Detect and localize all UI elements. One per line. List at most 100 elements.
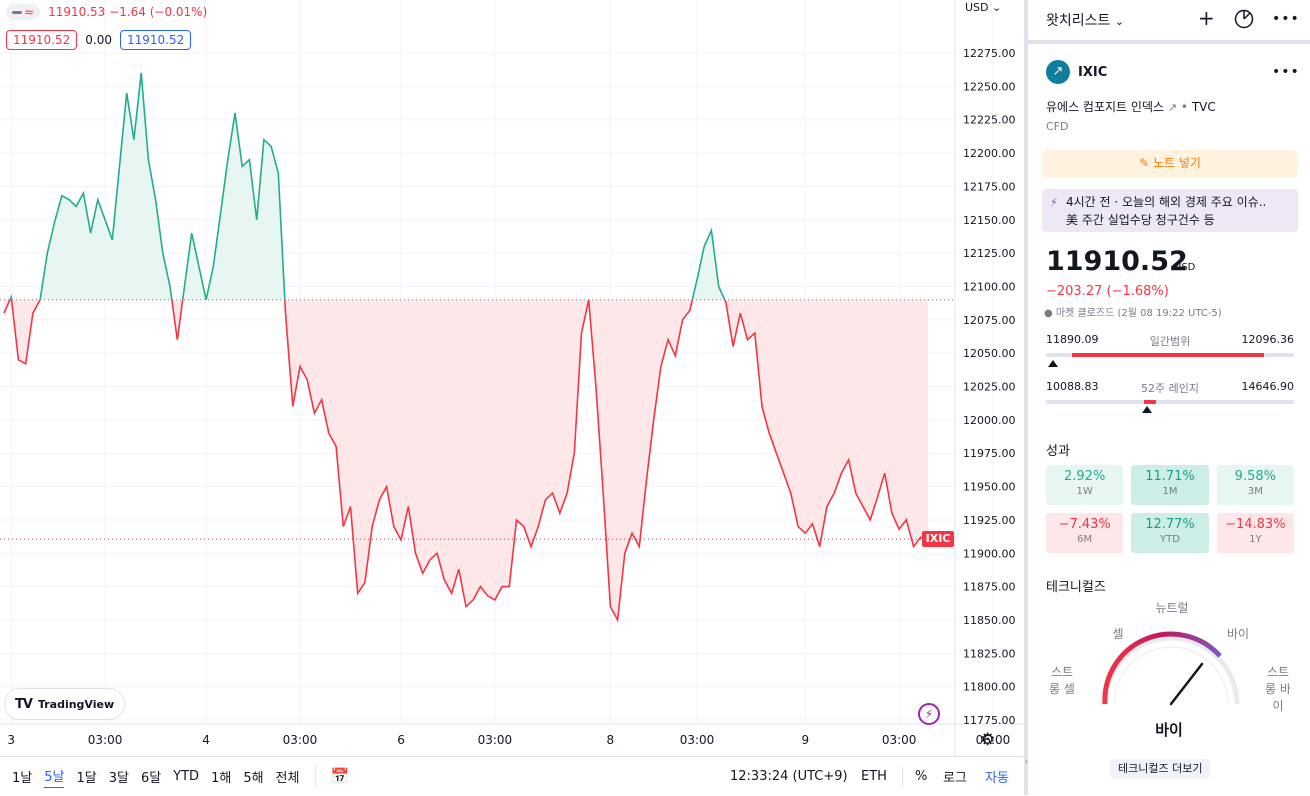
technicals-more-button[interactable]: 테크니컬즈 더보기 xyxy=(1110,759,1211,779)
performance-cell: 9.58% 3M xyxy=(1216,465,1294,505)
add-note-button[interactable]: ✎ 노트 넣기 xyxy=(1042,150,1298,177)
chevron-down-icon: ⌄ xyxy=(1114,15,1125,28)
performance-period: 6M xyxy=(1077,534,1093,545)
series-legend: ≈ 11910.53 −1.64 (−0.01%) xyxy=(6,4,207,20)
wave-icon: ≈ xyxy=(24,5,35,19)
log-toggle[interactable]: 로그 xyxy=(943,771,967,786)
x-tick-label: 8 xyxy=(607,733,615,747)
watchlist-title-text: 왓치리스트 xyxy=(1046,13,1111,29)
market-status: ● 마켓 클로즈드 (2월 08 19:22 UTC-5) xyxy=(1044,308,1222,319)
tradingview-brand: TradingView xyxy=(37,697,115,711)
y-tick-label: 12225.00 xyxy=(963,114,1016,127)
auto-scale-toggle[interactable]: 자동 xyxy=(985,771,1009,786)
price-currency: USD xyxy=(1174,262,1196,273)
week52-range-labels: 10088.83 52주 레인지 14646.90 xyxy=(1046,380,1295,395)
range-1y[interactable]: 1해 xyxy=(211,770,232,786)
chevron-down-icon: ⌄ xyxy=(988,1,1002,14)
range-1d[interactable]: 1날 xyxy=(12,770,33,786)
gauge-label-neutral: 뉴트럴 xyxy=(1155,601,1188,615)
performance-grid: 2.92% 1W 11.71% 1M 9.58% 3M −7.43% 6M 12.77% YTD −… xyxy=(1046,465,1294,553)
y-tick-label: 11775.00 xyxy=(963,714,1016,727)
legend-toggle[interactable]: ≈ xyxy=(6,4,41,20)
y-tick-label: 12050.00 xyxy=(963,347,1016,360)
performance-cell: 12.77% YTD xyxy=(1131,513,1209,553)
week52-high: 14646.90 xyxy=(1241,380,1295,393)
watchlist-title[interactable]: 왓치리스트 ⌄ xyxy=(1046,10,1124,30)
y-tick-label: 11850.00 xyxy=(963,614,1016,627)
x-tick-label: 03:00 xyxy=(283,733,318,747)
last-price-label: IXIC xyxy=(922,531,954,548)
news-headline[interactable]: ⚡ 4시간 전 · 오늘의 해외 경제 주요 이슈.. 美 주간 실업수당 청구… xyxy=(1042,189,1298,232)
range-5d[interactable]: 5날 xyxy=(44,764,65,788)
add-note-label: 노트 넣기 xyxy=(1152,156,1201,170)
x-tick-label: 06:00 xyxy=(976,733,1011,747)
y-tick-label: 12000.00 xyxy=(963,414,1016,427)
range-ytd[interactable]: YTD xyxy=(173,768,200,784)
performance-period: 1W xyxy=(1076,486,1093,497)
x-tick-label: 3 xyxy=(7,733,15,747)
y-tick-label: 11925.00 xyxy=(963,514,1016,527)
plus-icon[interactable]: + xyxy=(1198,6,1215,30)
performance-value: 9.58% xyxy=(1234,469,1276,484)
external-link-icon[interactable]: ↗ xyxy=(1167,101,1178,114)
gauge-fill xyxy=(1102,631,1222,705)
pane-divider[interactable] xyxy=(1024,0,1028,795)
week52-range-fill xyxy=(1144,400,1156,404)
y-tick-label: 11825.00 xyxy=(963,647,1016,660)
range-5y[interactable]: 5해 xyxy=(243,770,264,786)
y-tick-label: 12075.00 xyxy=(963,314,1016,327)
performance-period: 1M xyxy=(1162,486,1178,497)
range-3m[interactable]: 3달 xyxy=(108,770,129,786)
range-all[interactable]: 전체 xyxy=(275,770,300,786)
lightning-icon[interactable]: ⚡ xyxy=(918,703,940,725)
news-line-1: 4시간 전 · 오늘의 해외 경제 주요 이슈.. xyxy=(1066,195,1267,209)
technicals-gauge: 뉴트럴 셀 바이 스트 롱 셀 스트 롱 바 이 xyxy=(1049,601,1291,713)
performance-cell: −7.43% 6M xyxy=(1046,513,1124,553)
session-toggle[interactable]: ETH xyxy=(861,769,887,784)
symbol-description: 유에스 컴포지트 인덱스 ↗ • TVC xyxy=(1046,100,1216,114)
performance-value: 11.71% xyxy=(1145,469,1195,484)
symbol-row[interactable]: ↗ IXIC xyxy=(1046,60,1107,84)
performance-value: −14.83% xyxy=(1225,517,1286,532)
watchlist-header: 왓치리스트 ⌄ + ••• xyxy=(1028,0,1310,44)
calendar-range-icon[interactable]: 📅 xyxy=(330,767,350,785)
spread-value: 0.00 xyxy=(85,33,112,47)
toolbar-divider xyxy=(902,767,903,787)
y-tick-label: 12100.00 xyxy=(963,280,1016,293)
y-tick-label: 12025.00 xyxy=(963,381,1016,394)
symbol-logo-icon: ↗ xyxy=(1046,60,1070,84)
symbol-type: CFD xyxy=(1046,120,1069,133)
performance-period: 1Y xyxy=(1249,534,1262,545)
range-1m[interactable]: 1달 xyxy=(76,770,97,786)
day-range-labels: 11890.09 일간범위 12096.36 xyxy=(1046,333,1294,348)
range-6m[interactable]: 6달 xyxy=(140,770,162,786)
performance-period: YTD xyxy=(1160,534,1180,545)
day-range-fill xyxy=(1072,353,1264,357)
more-icon[interactable]: ••• xyxy=(1272,64,1300,80)
y-tick-label: 12250.00 xyxy=(963,80,1016,93)
collapse-panel-icon[interactable]: › xyxy=(1025,757,1029,766)
gauge-label-sell: 셀 xyxy=(1112,627,1123,641)
pie-chart-icon[interactable] xyxy=(1234,9,1254,29)
chart-pane[interactable]: 12275.00 12250.00 12225.00 12200.00 12175.00… xyxy=(0,0,1024,756)
currency-button[interactable]: USD ⌄ xyxy=(962,0,1005,15)
day-range-title: 일간범위 xyxy=(1149,335,1191,348)
symbol-name-link[interactable]: 유에스 컴포지트 인덱스 xyxy=(1046,100,1165,114)
gear-icon[interactable]: ⚙ xyxy=(980,730,996,750)
price-line-above xyxy=(9,72,726,300)
more-icon[interactable]: ••• xyxy=(1272,11,1300,27)
technicals-verdict: 바이 xyxy=(1155,721,1183,739)
toolbar-divider xyxy=(315,766,317,786)
day-range-marker xyxy=(1048,360,1058,367)
clock-readout[interactable]: 12:33:24 (UTC+9) xyxy=(730,769,848,784)
currency-label: USD xyxy=(965,1,989,14)
tradingview-icon: TV xyxy=(15,696,33,712)
bid-value: 11910.52 xyxy=(6,30,78,50)
x-tick-label: 4 xyxy=(202,733,210,747)
y-tick-label: 11875.00 xyxy=(963,581,1016,594)
price-chart[interactable]: 12275.00 12250.00 12225.00 12200.00 12175.00… xyxy=(0,0,1024,756)
performance-cell: −14.83% 1Y xyxy=(1216,513,1294,553)
symbol-exchange: TVC xyxy=(1191,100,1216,114)
tradingview-logo[interactable]: TV TradingView xyxy=(4,688,126,720)
percent-toggle[interactable]: % xyxy=(915,769,928,784)
